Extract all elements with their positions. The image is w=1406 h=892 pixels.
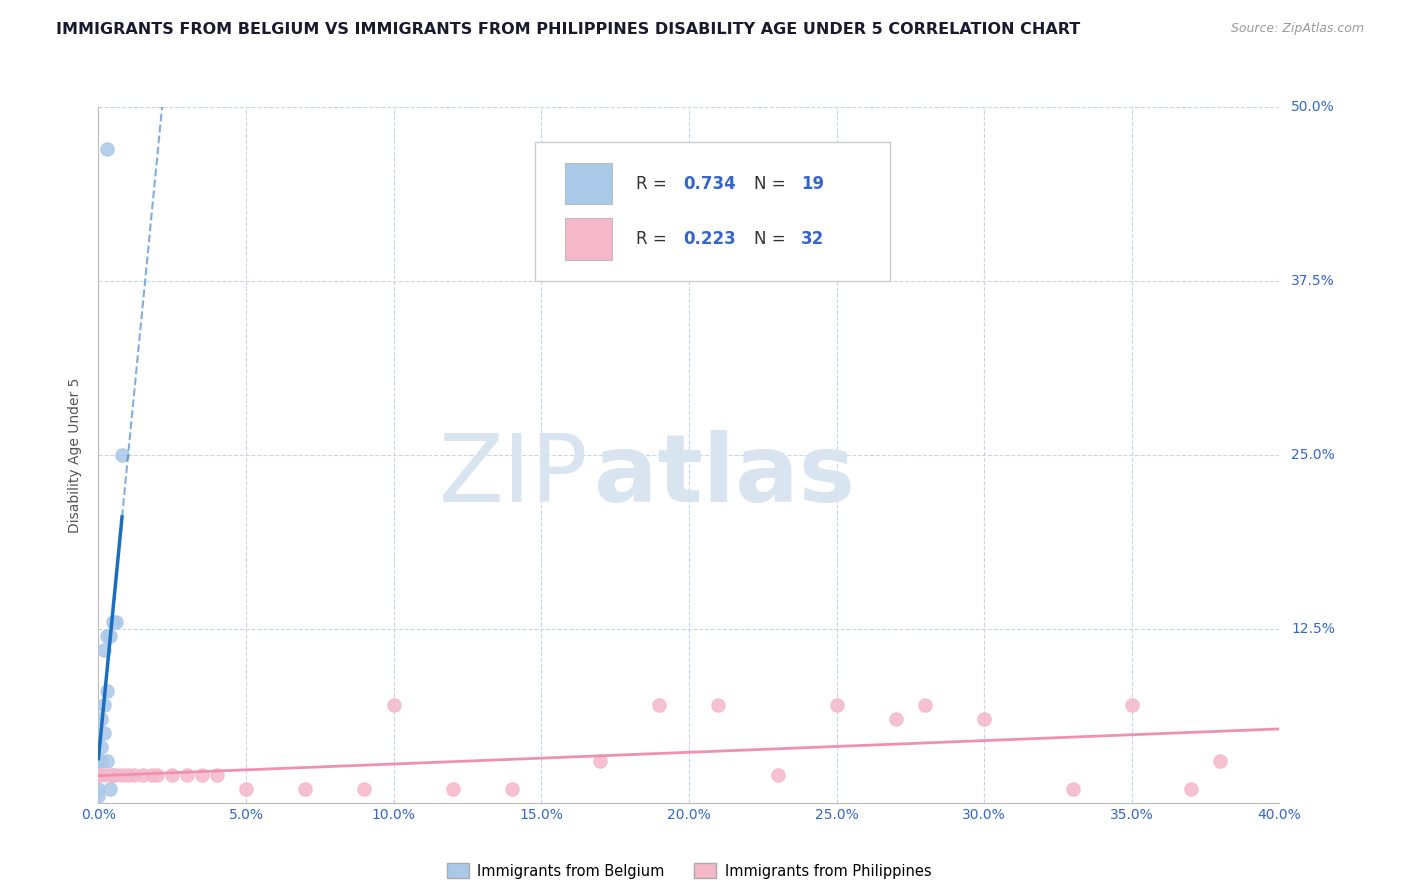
Text: N =: N = (754, 230, 790, 248)
Point (205, 768, 228, 782)
Point (162, 768, 183, 782)
Text: ZIP: ZIP (439, 430, 589, 522)
Point (122, 768, 145, 782)
FancyBboxPatch shape (536, 142, 890, 281)
Point (93, 726, 115, 740)
Point (176, 768, 198, 782)
Point (96, 754, 118, 768)
Text: 19: 19 (801, 175, 824, 193)
Point (353, 781, 375, 796)
Text: 50.0%: 50.0% (1291, 100, 1336, 114)
Point (96, 684, 118, 698)
Point (914, 698, 936, 713)
Point (90, 712, 112, 726)
Text: 12.5%: 12.5% (1291, 622, 1336, 636)
Text: R =: R = (636, 230, 672, 248)
FancyBboxPatch shape (565, 162, 612, 204)
Text: atlas: atlas (595, 430, 855, 522)
Legend: Immigrants from Belgium, Immigrants from Philippines: Immigrants from Belgium, Immigrants from… (440, 856, 938, 886)
Text: 0.734: 0.734 (683, 175, 735, 193)
Point (1062, 781, 1084, 796)
Point (87, 768, 110, 782)
Point (132, 768, 155, 782)
Point (96, 629, 118, 643)
Text: 37.5%: 37.5% (1291, 274, 1336, 288)
Point (191, 768, 214, 782)
Point (111, 448, 134, 462)
Point (294, 781, 316, 796)
Text: 32: 32 (801, 230, 824, 248)
Point (648, 698, 671, 713)
Point (1180, 781, 1202, 796)
Point (825, 698, 848, 713)
Point (103, 768, 125, 782)
Point (87, 768, 110, 782)
Point (103, 615, 125, 629)
Text: N =: N = (754, 175, 790, 193)
Point (105, 768, 128, 782)
Point (884, 712, 907, 726)
Point (382, 698, 405, 713)
Point (141, 768, 163, 782)
Point (235, 781, 257, 796)
Point (87, 754, 110, 768)
Point (90, 740, 112, 755)
Point (96, 142, 118, 156)
Point (98, 781, 121, 796)
Point (90, 754, 112, 768)
Text: 25.0%: 25.0% (1291, 448, 1336, 462)
Text: IMMIGRANTS FROM BELGIUM VS IMMIGRANTS FROM PHILIPPINES DISABILITY AGE UNDER 5 CO: IMMIGRANTS FROM BELGIUM VS IMMIGRANTS FR… (56, 22, 1080, 37)
Point (146, 768, 169, 782)
Point (87, 781, 110, 796)
Point (766, 768, 789, 782)
Point (111, 768, 134, 782)
Point (93, 698, 115, 713)
Point (87, 789, 110, 803)
Point (973, 712, 995, 726)
Point (98, 768, 121, 782)
Point (105, 615, 128, 629)
Y-axis label: Disability Age Under 5: Disability Age Under 5 (69, 377, 83, 533)
Point (1209, 754, 1232, 768)
FancyBboxPatch shape (565, 219, 612, 260)
Point (93, 642, 115, 657)
Point (501, 781, 523, 796)
Point (93, 768, 115, 782)
Text: R =: R = (636, 175, 672, 193)
Point (117, 768, 139, 782)
Point (1121, 698, 1143, 713)
Text: Source: ZipAtlas.com: Source: ZipAtlas.com (1230, 22, 1364, 36)
Point (441, 781, 464, 796)
Point (707, 698, 730, 713)
Point (98, 629, 121, 643)
Point (589, 754, 612, 768)
Text: 0.223: 0.223 (683, 230, 735, 248)
